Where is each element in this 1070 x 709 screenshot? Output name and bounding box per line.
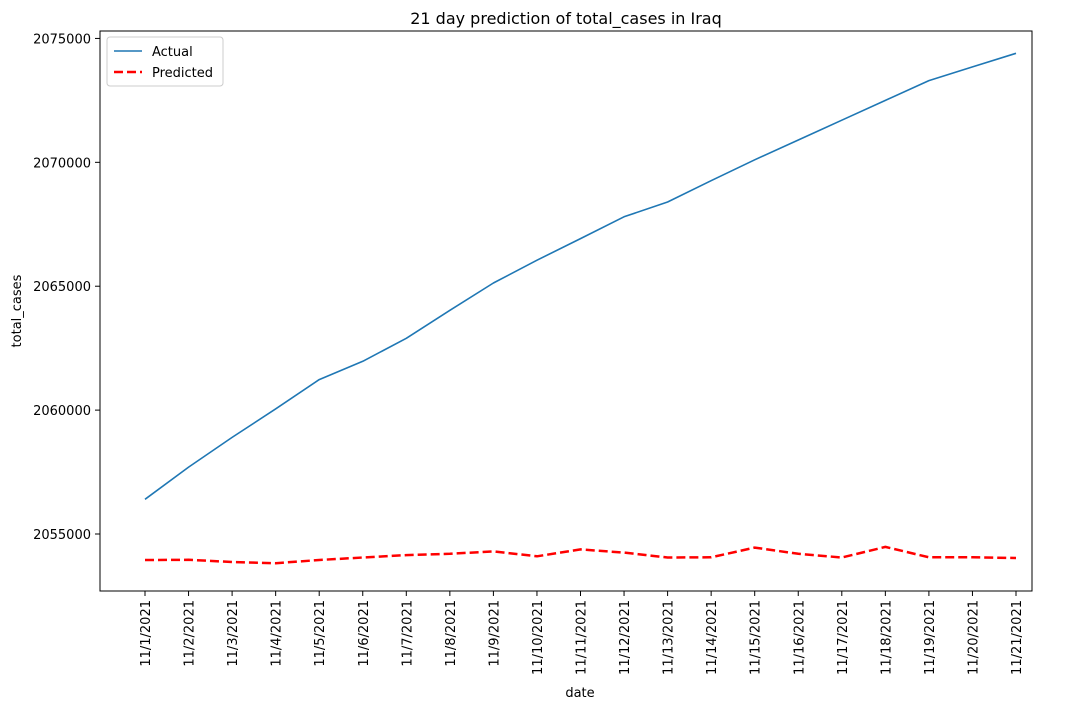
y-tick-label: 2065000 — [33, 280, 91, 295]
x-tick-label: 11/16/2021 — [792, 600, 807, 675]
legend: Actual Predicted — [106, 36, 224, 87]
x-tick-label: 11/1/2021 — [139, 600, 154, 667]
plot-area — [99, 30, 1033, 592]
x-tick-label: 11/11/2021 — [575, 600, 590, 675]
data-point-actual — [753, 158, 757, 162]
x-tick-label: 11/19/2021 — [923, 600, 938, 675]
data-point-predicted — [143, 558, 147, 562]
data-point-actual — [317, 378, 321, 382]
x-tick-label: 11/7/2021 — [400, 600, 415, 667]
data-point-predicted — [361, 556, 365, 560]
data-point-predicted — [230, 560, 234, 564]
x-tick-label: 11/17/2021 — [836, 600, 851, 675]
y-tick-label: 2075000 — [33, 32, 91, 47]
y-axis: 2055000 2060000 2065000 2070000 2075000 — [33, 32, 100, 543]
data-point-actual — [361, 359, 365, 363]
y-axis-label: total_cases — [10, 274, 25, 347]
data-point-predicted — [579, 547, 583, 551]
chart-title: 21 day prediction of total_cases in Iraq — [410, 9, 722, 29]
data-point-actual — [187, 465, 191, 469]
data-point-predicted — [317, 558, 321, 562]
data-point-predicted — [1014, 556, 1018, 560]
x-tick-label: 11/4/2021 — [270, 600, 285, 667]
data-point-actual — [927, 79, 931, 83]
data-point-actual — [622, 215, 626, 219]
data-point-predicted — [535, 554, 539, 558]
series-line-predicted — [144, 545, 1017, 565]
data-point-actual — [970, 65, 974, 69]
x-tick-label: 11/6/2021 — [357, 600, 372, 667]
x-tick-label: 11/20/2021 — [966, 600, 981, 675]
x-tick-label: 11/21/2021 — [1010, 600, 1025, 675]
x-tick-label: 11/15/2021 — [749, 600, 764, 675]
x-tick-label: 11/18/2021 — [879, 600, 894, 675]
x-axis-label: date — [565, 686, 594, 701]
data-point-predicted — [883, 545, 887, 549]
data-point-actual — [404, 336, 408, 340]
data-point-actual — [230, 435, 234, 439]
data-point-predicted — [187, 558, 191, 562]
x-tick-label: 11/12/2021 — [618, 600, 633, 675]
x-tick-label: 11/13/2021 — [662, 600, 677, 675]
data-point-actual — [1014, 51, 1018, 55]
data-point-predicted — [491, 549, 495, 553]
series-layer — [143, 51, 1018, 565]
legend-label-predicted: Predicted — [152, 66, 213, 81]
data-point-actual — [796, 138, 800, 142]
data-point-predicted — [927, 555, 931, 559]
data-point-actual — [666, 200, 670, 204]
y-tick-label: 2070000 — [33, 156, 91, 171]
x-tick-label: 11/9/2021 — [487, 600, 502, 667]
x-tick-label: 11/3/2021 — [226, 600, 241, 667]
data-point-actual — [448, 308, 452, 312]
data-point-actual — [883, 98, 887, 102]
series-line-actual — [144, 52, 1017, 500]
data-point-predicted — [840, 556, 844, 560]
data-point-actual — [535, 258, 539, 262]
x-tick-label: 11/2/2021 — [183, 600, 198, 667]
data-point-predicted — [622, 551, 626, 555]
legend-label-actual: Actual — [152, 45, 193, 60]
data-point-predicted — [753, 546, 757, 550]
data-point-actual — [143, 497, 147, 501]
data-point-actual — [491, 281, 495, 285]
data-point-actual — [579, 237, 583, 241]
legend-box — [106, 36, 224, 87]
y-tick-label: 2055000 — [33, 528, 91, 543]
data-point-predicted — [709, 555, 713, 559]
data-point-actual — [274, 407, 278, 411]
x-tick-label: 11/10/2021 — [531, 600, 546, 675]
x-tick-label: 11/14/2021 — [705, 600, 720, 675]
x-tick-label: 11/8/2021 — [444, 600, 459, 667]
data-point-predicted — [448, 552, 452, 556]
data-point-actual — [840, 118, 844, 122]
data-point-actual — [709, 179, 713, 183]
x-tick-label: 11/5/2021 — [313, 600, 328, 667]
y-tick-label: 2060000 — [33, 404, 91, 419]
data-point-predicted — [666, 556, 670, 560]
data-point-predicted — [404, 553, 408, 557]
data-point-predicted — [274, 561, 278, 565]
data-point-predicted — [970, 555, 974, 559]
x-axis: 11/1/2021 11/2/2021 11/3/2021 11/4/2021 11/5… — [139, 591, 1025, 675]
data-point-predicted — [796, 552, 800, 556]
